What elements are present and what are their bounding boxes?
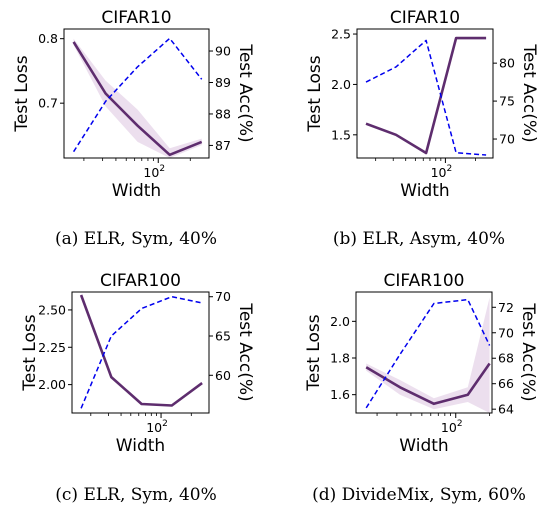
y-right-tick-label: 68 [498, 351, 514, 366]
series-1-confidence-band [366, 297, 490, 413]
plot-area [72, 37, 203, 158]
y-right-tick-label: 88 [215, 106, 231, 121]
x-axis-label: Width [400, 181, 449, 201]
y-left-axis-label: Test Loss [20, 314, 40, 391]
y-right-tick-label: 66 [498, 376, 514, 391]
y-right-tick-label: 70 [499, 132, 515, 147]
y-right-tick-label: 60 [215, 368, 231, 383]
x-axis-label: Width [116, 436, 165, 456]
chart-panel-1: 102 0.7 0.8 87 88 89 90 CIFAR10 Width Test Loss Te… [12, 8, 255, 249]
chart-panel-2: 102 1.5 2.0 2.5 70 75 80 CIFAR10 Width Test Loss T… [305, 8, 539, 249]
test-acc-line [80, 295, 203, 409]
test-loss-line [365, 36, 487, 155]
y-left-tick-label: 2.00 [38, 377, 66, 392]
subfigure-caption: (a) ELR, Sym, 40% [55, 229, 217, 249]
y-left-tick-label: 0.8 [38, 31, 58, 46]
axes-frame [356, 28, 494, 159]
x-tick-base: 10 [143, 165, 159, 180]
y-left-tick-label: 2.0 [330, 314, 350, 329]
y-right-axis-label: Test Acc(%) [519, 43, 539, 142]
x-tick-exponent: 2 [162, 419, 168, 429]
y-right-tick-label: 75 [499, 94, 515, 109]
y-right-tick-label: 70 [498, 325, 514, 340]
y-right-tick-label: 90 [215, 44, 231, 59]
y-right-axis-label: Test Acc(%) [518, 302, 538, 401]
y-right-tick-label: 87 [215, 138, 231, 153]
axes-frame [63, 28, 210, 159]
y-left-tick-label: 2.0 [331, 77, 351, 92]
x-tick-label: 102 [441, 419, 463, 435]
y-left-axis-label: Test Loss [304, 314, 324, 391]
x-axis-label: Width [112, 181, 161, 201]
y-right-tick-label: 72 [498, 300, 514, 315]
y-left-tick-label: 2.50 [38, 302, 66, 317]
test-loss-line [365, 362, 491, 406]
test-loss-line [79, 294, 203, 407]
x-tick-exponent: 2 [159, 164, 165, 174]
axes-frame [71, 291, 210, 414]
y-left-tick-label: 2.25 [38, 340, 66, 355]
y-left-tick-label: 1.6 [330, 387, 350, 402]
y-right-axis-label: Test Acc(%) [235, 43, 255, 142]
axes-frame [355, 291, 493, 414]
y-left-tick-label: 1.8 [330, 351, 350, 366]
x-tick-base: 10 [146, 420, 162, 435]
y-right-tick-label: 70 [215, 289, 231, 304]
plot-area [365, 297, 491, 413]
y-left-tick-label: 1.5 [331, 127, 351, 142]
x-tick-label: 102 [431, 164, 453, 180]
plot-area [79, 294, 203, 409]
y-left-tick-label: 0.7 [38, 96, 58, 111]
chart-panel-3: 102 2.00 2.25 2.50 60 65 70 CIFAR100 Width Test L… [20, 271, 255, 505]
subfigure-caption: (c) ELR, Sym, 40% [55, 485, 216, 505]
x-tick-label: 102 [143, 164, 165, 180]
y-right-tick-label: 80 [499, 56, 515, 71]
x-tick-label: 102 [146, 419, 168, 435]
y-right-tick-label: 64 [498, 402, 514, 417]
x-tick-exponent: 2 [446, 164, 452, 174]
y-right-axis-label: Test Acc(%) [235, 302, 255, 401]
x-axis-label: Width [399, 436, 448, 456]
y-right-tick-label: 89 [215, 75, 231, 90]
x-tick-base: 10 [441, 420, 457, 435]
test-acc-line [365, 39, 487, 156]
test-loss-line [72, 41, 203, 157]
chart-panel-4: 102 1.6 1.8 2.0 64 66 68 70 72 CIFAR100 Width Test … [304, 271, 538, 505]
chart-title: CIFAR100 [384, 271, 465, 291]
series-1-confidence-band [73, 38, 202, 158]
subfigure-caption: (b) ELR, Asym, 40% [333, 229, 505, 249]
y-left-axis-label: Test Loss [305, 55, 325, 132]
test-acc-line [365, 298, 491, 409]
chart-title: CIFAR100 [100, 271, 181, 291]
subfigure-caption: (d) DivideMix, Sym, 60% [312, 485, 526, 505]
chart-title: CIFAR10 [101, 8, 171, 28]
y-left-tick-label: 2.5 [331, 27, 351, 42]
y-right-tick-label: 65 [215, 329, 231, 344]
plot-area [365, 36, 487, 156]
y-left-axis-label: Test Loss [12, 55, 32, 132]
test-acc-line [72, 37, 203, 153]
x-tick-base: 10 [431, 165, 447, 180]
x-tick-exponent: 2 [457, 419, 463, 429]
chart-title: CIFAR10 [390, 8, 460, 28]
